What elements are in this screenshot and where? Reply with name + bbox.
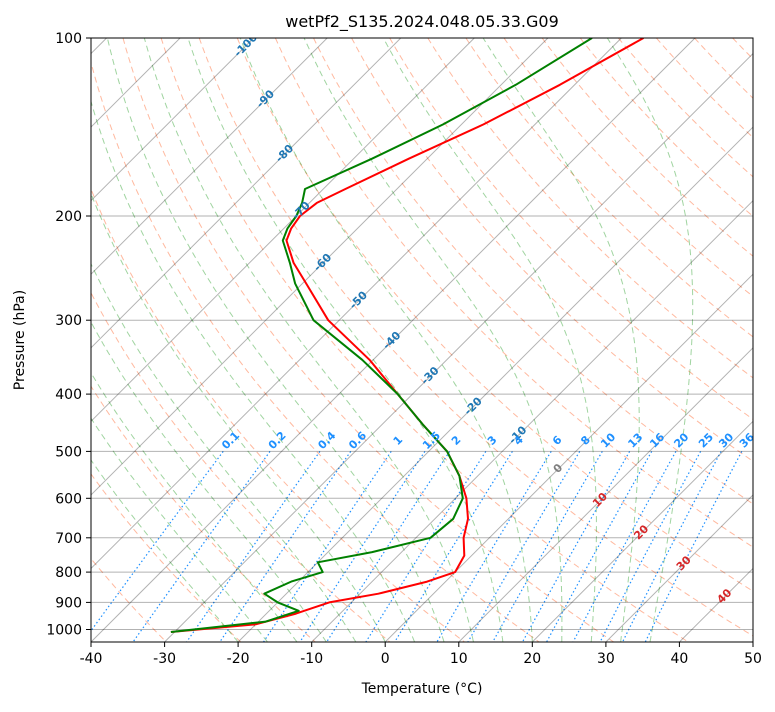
x-tick-label: -10: [300, 651, 323, 667]
y-tick-label: 200: [55, 209, 82, 225]
y-tick-label: 400: [55, 387, 82, 403]
x-tick-label: 10: [450, 651, 468, 667]
x-tick-label: 50: [744, 651, 762, 667]
x-tick-label: 20: [523, 651, 541, 667]
x-axis-label: Temperature (°C): [361, 681, 483, 697]
y-tick-label: 800: [55, 565, 82, 581]
x-tick-label: -30: [153, 651, 176, 667]
chart-title: wetPf2_S135.2024.048.05.33.G09: [285, 12, 559, 32]
y-axis-label: Pressure (hPa): [12, 290, 28, 390]
x-tick-label: -20: [227, 651, 250, 667]
x-tick-label: -40: [80, 651, 103, 667]
y-tick-label: 600: [55, 491, 82, 507]
y-tick-label: 500: [55, 444, 82, 460]
x-tick-label: 30: [597, 651, 615, 667]
y-tick-label: 300: [55, 313, 82, 329]
y-tick-label: 900: [55, 595, 82, 611]
x-tick-label: 0: [381, 651, 390, 667]
y-tick-label: 100: [55, 31, 82, 47]
y-tick-label: 700: [55, 531, 82, 547]
y-tick-label: 1000: [46, 623, 82, 639]
x-tick-label: 40: [670, 651, 688, 667]
